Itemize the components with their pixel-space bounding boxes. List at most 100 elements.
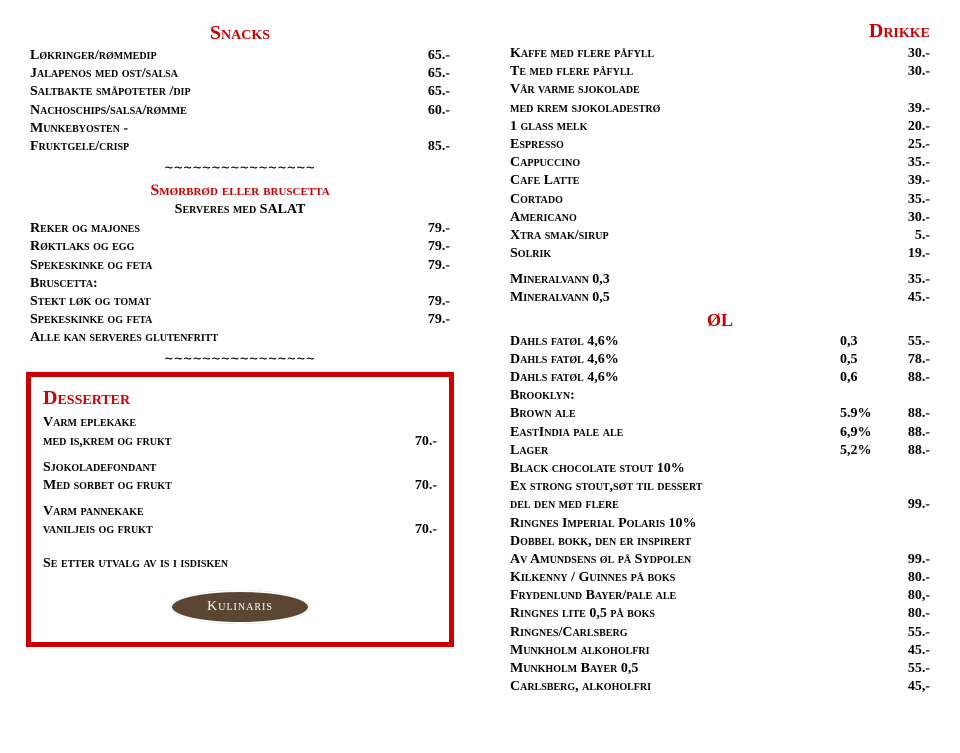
item-price: 35.- xyxy=(908,271,930,289)
item-price: 30.- xyxy=(908,63,930,81)
item-price: 79.- xyxy=(428,220,450,238)
menu-row: Frydenlund Bayer/pale ale 80,- xyxy=(510,587,930,605)
right-column: Drikke Kaffe med flere påfyll30.-Te med … xyxy=(510,20,930,696)
menu-row: Munkholm alkoholfri 45.- xyxy=(510,642,930,660)
item-mid: 5,2% xyxy=(840,442,890,460)
item-name: Frydenlund Bayer/pale ale xyxy=(510,587,676,605)
menu-row: Cafe Latte39.- xyxy=(510,172,930,190)
item-price: 35.- xyxy=(908,191,930,209)
dessert-line1: Varm eplekake xyxy=(43,414,437,432)
menu-row: Carlsberg, alkoholfri45,- xyxy=(510,678,930,696)
ol-title: ØL xyxy=(510,310,930,331)
item-price: 79.- xyxy=(428,257,450,275)
dessert-price: 70.- xyxy=(415,477,437,495)
menu-row: EastIndia pale ale6,9%88.- xyxy=(510,424,930,442)
item-price: 80.- xyxy=(908,605,930,623)
item-price: 25.- xyxy=(908,136,930,154)
amundsen-row: Av Amundsens øl på Sydpolen 99.- xyxy=(510,551,930,569)
item-price: 19.- xyxy=(908,245,930,263)
dobbel: Dobbel bokk, den er inspirert xyxy=(510,533,930,551)
item-name: Brown ale xyxy=(510,405,840,423)
menu-row: Americano 30.- xyxy=(510,209,930,227)
dessert-line1: Varm pannekake xyxy=(43,503,437,521)
dessert-price: 70.- xyxy=(415,433,437,451)
item-price: 88.- xyxy=(890,369,930,387)
menu-row: Spekeskinke og feta79.- xyxy=(30,311,450,329)
item-name: EastIndia pale ale xyxy=(510,424,840,442)
brooklyn-label: Brooklyn: xyxy=(510,387,930,405)
item-price: 85.- xyxy=(428,138,450,156)
menu-row: Ringnes lite 0,5 på boks 80.- xyxy=(510,605,930,623)
item-mid: 6,9% xyxy=(840,424,890,442)
logo-text: Kulinaris xyxy=(207,599,273,615)
item-name: Løkringer/rømmedip xyxy=(30,47,157,65)
glutenfritt-note: Alle kan serveres glutenfritt xyxy=(30,329,450,347)
item-mid: 0,6 xyxy=(840,369,890,387)
dessert-line2: Med sorbet og frukt 70.- xyxy=(43,477,437,495)
item-mid: 0,5 xyxy=(840,351,890,369)
item-name: Kaffe med flere påfyll xyxy=(510,45,654,63)
menu-row: Bruscetta: xyxy=(30,275,450,293)
menu-row: 1 glass melk20.- xyxy=(510,118,930,136)
item-price: 88.- xyxy=(890,442,930,460)
item-name: Americano xyxy=(510,209,577,227)
menu-row: Mineralvann 0,335.- xyxy=(510,271,930,289)
menu-row: Kaffe med flere påfyll30.- xyxy=(510,45,930,63)
item-name: Jalapenos med ost/salsa xyxy=(30,65,178,83)
menu-row: Fruktgele/crisp 85.- xyxy=(30,138,450,156)
dessert-line2: med is,krem og frukt70.- xyxy=(43,433,437,451)
item-price: 55.- xyxy=(908,624,930,642)
menu-row: Munkholm Bayer 0,5 55.- xyxy=(510,660,930,678)
item-price: 65.- xyxy=(428,83,450,101)
menu-row: Cortado 35.- xyxy=(510,191,930,209)
serveres-label: Serveres med SALAT xyxy=(30,202,450,218)
item-name: Bruscetta: xyxy=(30,275,98,293)
menu-row: Ringnes/Carlsberg 55.- xyxy=(510,624,930,642)
item-price: 88.- xyxy=(890,424,930,442)
item-name: med krem sjokoladestrø xyxy=(510,100,660,118)
item-price: 78.- xyxy=(890,351,930,369)
item-name: Cappuccino xyxy=(510,154,580,172)
menu-row: Solrik 19.- xyxy=(510,245,930,263)
smorbrod-title: Smørbrød eller bruscetta xyxy=(30,182,450,200)
item-name: Cafe Latte xyxy=(510,172,579,190)
separator-1: ~~~~~~~~~~~~~~~~ xyxy=(30,156,450,180)
item-price: 45.- xyxy=(908,642,930,660)
dessert-note: Se etter utvalg av is i isdisken xyxy=(43,556,437,572)
menu-row: Nachoschips/salsa/rømme60.- xyxy=(30,102,450,120)
item-name: Dahls fatøl 4,6% xyxy=(510,351,840,369)
dessert-desc: Med sorbet og frukt xyxy=(43,477,172,495)
item-name: Fruktgele/crisp xyxy=(30,138,129,156)
item-name: 1 glass melk xyxy=(510,118,587,136)
item-price: 88.- xyxy=(890,405,930,423)
item-name: Dahls fatøl 4,6% xyxy=(510,369,840,387)
item-name: Munkholm Bayer 0,5 xyxy=(510,660,638,678)
item-name: Munkholm alkoholfri xyxy=(510,642,650,660)
del-den-price: 99.- xyxy=(908,496,930,514)
menu-row: Jalapenos med ost/salsa 65.- xyxy=(30,65,450,83)
menu-row: Munkebyosten - xyxy=(30,120,450,138)
item-name: Carlsberg, alkoholfri xyxy=(510,678,651,696)
ex-strong: Ex strong stout,søt til dessert xyxy=(510,478,930,496)
dessert-line1: Sjokoladefondant xyxy=(43,459,437,477)
item-price: 30.- xyxy=(908,209,930,227)
item-price: 79.- xyxy=(428,293,450,311)
item-name: Saltbakte småpoteter /dip xyxy=(30,83,191,101)
item-price: 80,- xyxy=(908,587,930,605)
menu-row: med krem sjokoladestrø39.- xyxy=(510,100,930,118)
dessert-desc: vaniljeis og frukt xyxy=(43,521,153,539)
item-mid: 5.9% xyxy=(840,405,890,423)
item-name: Ringnes/Carlsberg xyxy=(510,624,627,642)
item-price: 65.- xyxy=(428,65,450,83)
item-price: 55.- xyxy=(908,660,930,678)
item-name: Cortado xyxy=(510,191,563,209)
item-price: 5.- xyxy=(915,227,930,245)
menu-row: Espresso25.- xyxy=(510,136,930,154)
item-name: Solrik xyxy=(510,245,551,263)
menu-row: Saltbakte småpoteter /dip 65.- xyxy=(30,83,450,101)
left-column: Snacks Løkringer/rømmedip65.-Jalapenos m… xyxy=(30,20,450,696)
menu-row: Mineralvann 0,545.- xyxy=(510,289,930,307)
item-name: Stekt løk og tomat xyxy=(30,293,151,311)
amundsen-price: 99.- xyxy=(908,551,930,569)
item-name: Ringnes lite 0,5 på boks xyxy=(510,605,655,623)
